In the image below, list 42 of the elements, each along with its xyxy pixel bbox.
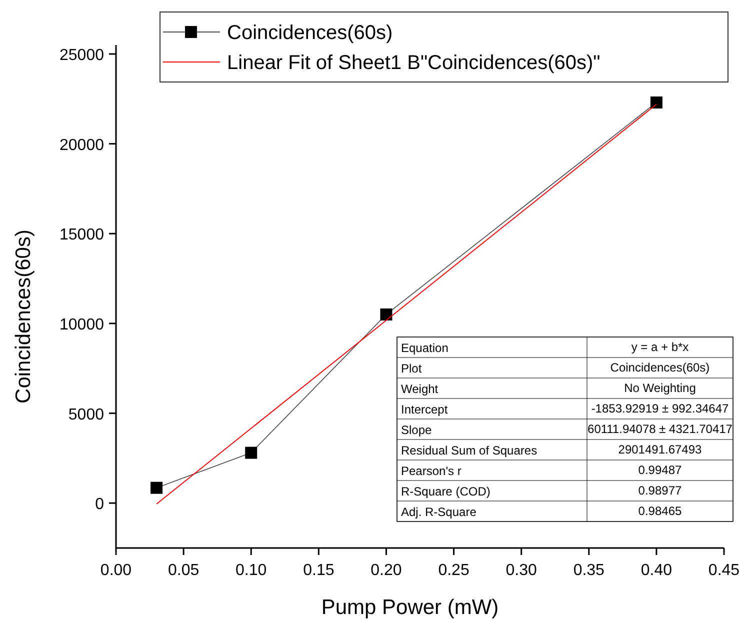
y-axis-title: Coincidences(60s) — [12, 230, 35, 404]
point — [150, 482, 163, 494]
annotation: 60111.94078 ± 4321.70417 — [588, 422, 733, 436]
x-tick-label: 0.10 — [236, 562, 267, 579]
x-tick-label: 0.45 — [708, 562, 740, 579]
annotation: -1853.92919 ± 992.34647 — [591, 402, 730, 416]
annotation: Pearson's r — [401, 464, 462, 478]
x-tick-label: 0.20 — [370, 562, 402, 579]
y-tick-label: 0 — [95, 496, 104, 514]
annotation: Residual Sum of Squares — [401, 444, 538, 458]
point — [650, 96, 662, 108]
point — [245, 446, 258, 459]
annotation: Plot — [401, 362, 422, 376]
x-tick-label: 0.15 — [303, 562, 334, 579]
annotation: 0.99487 — [638, 463, 682, 477]
annotation: y = a + b*x — [631, 340, 689, 354]
annotation: 2901491.67493 — [618, 442, 702, 456]
annotation: 0.98977 — [638, 484, 682, 498]
annotation: No Weighting — [624, 381, 696, 395]
y-tick-label: 20000 — [60, 136, 104, 154]
y-tick-label: 5000 — [68, 406, 104, 424]
y-tick-label: 10000 — [60, 316, 104, 334]
x-tick-label: 0.05 — [168, 562, 200, 579]
x-tick-label: 0.00 — [100, 562, 132, 579]
x-axis-title: Pump Power (mW) — [321, 596, 499, 619]
y-tick-label: 25000 — [60, 46, 104, 64]
x-tick-label: 0.30 — [506, 562, 538, 579]
annotation: Coincidences(60s) — [610, 360, 710, 374]
y-tick-label: 15000 — [60, 226, 104, 244]
legend-label: Linear Fit of Sheet1 B"Coincidences(60s)" — [227, 52, 600, 74]
annotation: R-Square (COD) — [401, 484, 490, 498]
legend-label: Coincidences(60s) — [227, 22, 393, 44]
annotation: Adj. R-Square — [401, 505, 477, 519]
annotation: Equation — [401, 341, 448, 355]
point — [380, 308, 392, 320]
x-tick-label: 0.40 — [640, 562, 672, 579]
x-tick-label: 0.25 — [438, 562, 470, 579]
annotation: 0.98465 — [638, 504, 682, 518]
annotation: Intercept — [401, 402, 448, 416]
annotation: Slope — [401, 423, 432, 437]
x-tick-label: 0.35 — [573, 562, 605, 579]
annotation: Weight — [401, 382, 439, 396]
